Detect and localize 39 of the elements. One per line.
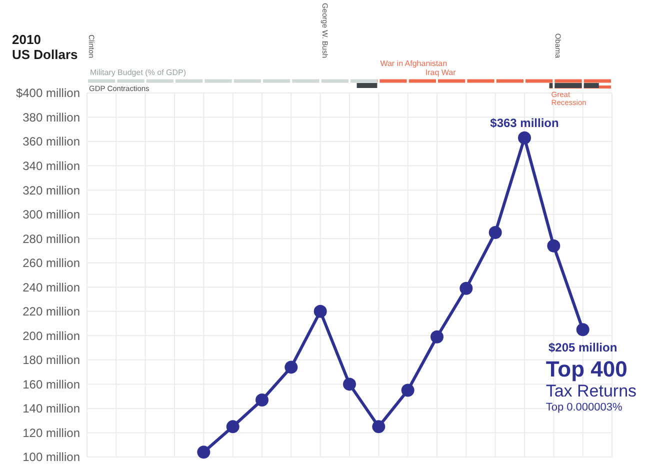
y-tick-label: 300 million [22,208,80,222]
point [576,323,590,336]
text: Iraq War [425,68,456,77]
data-label: $363 million [490,116,559,130]
point [372,420,386,434]
point [197,446,210,459]
y-tick-label: $400 million [16,86,80,100]
y-tick-label: 120 million [22,426,80,440]
y-tick-label: 320 million [22,183,80,198]
y-tick-label: 340 million [22,159,80,173]
point [460,282,473,295]
y-tick-label: 160 million [22,377,80,392]
y-tick-label: 240 million [22,280,80,294]
point [518,131,531,144]
y-tick-label: 100 million [22,450,80,464]
point [256,393,268,406]
y-tick-label: 180 million [22,353,80,368]
point [343,378,356,391]
y-tick-label: 220 million [22,304,80,319]
point [430,330,444,344]
y-tick-label: 360 million [22,134,80,149]
point [284,360,298,374]
point [226,420,240,434]
annotation: Tax Returns [546,382,637,401]
text: War in Afghanistan [380,59,448,68]
series-label: Top 400 [546,356,628,382]
text: Military Budget (% of GDP) [90,68,186,77]
point [488,226,502,240]
point [314,304,327,318]
y-tick-label: 280 million [22,232,80,246]
point [547,239,560,252]
y-tick-label: 380 million [22,110,80,124]
y-axis-title: 2010 US Dollars [12,32,78,62]
point [401,384,414,397]
y-tick-label: 260 million [22,256,80,270]
y-tick-label: 140 million [22,402,80,416]
data-label: $205 million [548,340,618,355]
y-tick-label: 200 million [22,328,80,343]
annotation: Top 0.000003% [546,402,623,414]
